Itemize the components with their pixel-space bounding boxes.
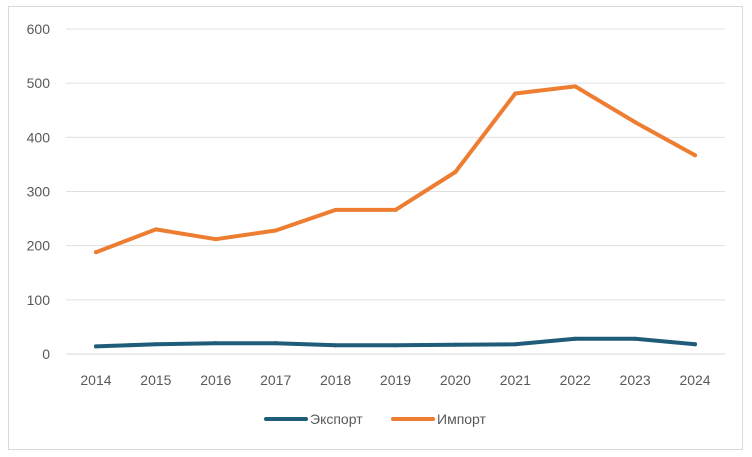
legend-label-1: Импорт <box>437 411 487 427</box>
x-tick-label: 2019 <box>380 372 411 388</box>
x-tick-label: 2021 <box>500 372 531 388</box>
y-tick-label: 200 <box>27 238 51 254</box>
x-tick-label: 2022 <box>560 372 591 388</box>
data-point <box>693 342 698 347</box>
y-axis-ticks: 0 100 200 300 400 500 600 <box>27 21 51 362</box>
x-tick-label: 2023 <box>620 372 651 388</box>
data-point <box>513 342 518 347</box>
data-point <box>93 250 98 255</box>
data-point <box>633 120 638 125</box>
data-point <box>513 91 518 96</box>
data-point <box>153 342 158 347</box>
data-point <box>153 227 158 232</box>
data-point <box>693 153 698 158</box>
data-point <box>573 84 578 89</box>
y-tick-label: 500 <box>27 75 51 91</box>
data-point <box>453 342 458 347</box>
data-point <box>393 343 398 348</box>
x-axis-ticks: 2014 2015 2016 2017 2018 2019 2020 2021 2022 2023… <box>80 372 710 388</box>
y-tick-label: 400 <box>27 129 51 145</box>
data-point <box>393 207 398 212</box>
legend-label-0: Экспорт <box>310 411 363 427</box>
x-tick-label: 2015 <box>140 372 171 388</box>
legend: Экспорт Импорт <box>264 411 487 427</box>
y-tick-label: 100 <box>27 292 51 308</box>
data-point <box>93 344 98 349</box>
chart-frame <box>8 6 743 450</box>
x-tick-label: 2018 <box>320 372 351 388</box>
y-tick-label: 300 <box>27 184 51 200</box>
x-tick-label: 2017 <box>260 372 291 388</box>
data-point <box>333 207 338 212</box>
data-point <box>333 343 338 348</box>
x-tick-label: 2024 <box>679 372 710 388</box>
data-point <box>213 237 218 242</box>
data-point <box>213 341 218 346</box>
x-tick-label: 2014 <box>80 372 111 388</box>
series-lines <box>93 84 698 349</box>
gridlines <box>66 28 725 355</box>
y-tick-label: 600 <box>27 21 51 37</box>
series-line-1 <box>94 84 697 255</box>
data-point <box>273 228 278 233</box>
y-tick-label: 0 <box>42 346 50 362</box>
data-point <box>573 336 578 341</box>
x-tick-label: 2020 <box>440 372 471 388</box>
x-tick-label: 2016 <box>200 372 231 388</box>
data-point <box>273 341 278 346</box>
data-point <box>453 170 458 174</box>
data-point <box>633 336 638 341</box>
